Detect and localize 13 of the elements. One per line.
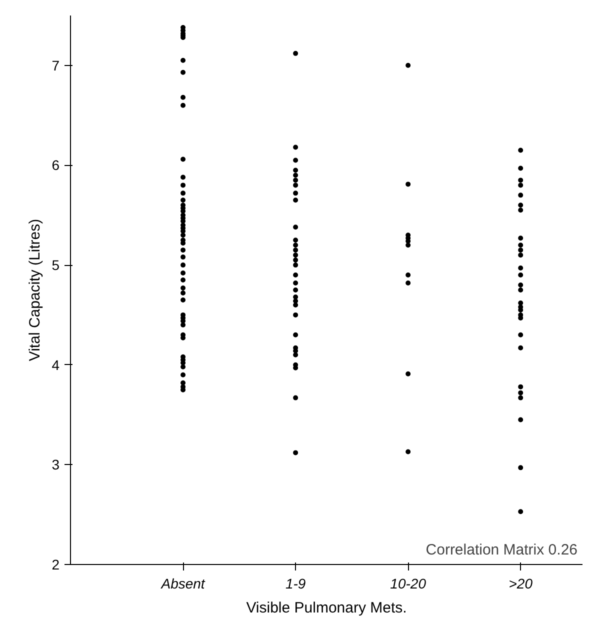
annotation: Correlation Matrix 0.26: [426, 542, 578, 558]
y-tick-label: 5: [52, 257, 60, 274]
y-tick-label: 6: [52, 157, 60, 174]
x-tick-label: 10-20: [390, 576, 426, 592]
x-axis-title: Visible Pulmonary Mets.: [246, 600, 407, 616]
y-tick-label: 3: [52, 456, 60, 473]
y-axis-title: Vital Capacity (Litres): [26, 218, 44, 362]
y-tick-label: 4: [52, 356, 60, 373]
x-tick-label: 1-9: [285, 576, 306, 592]
y-tick-label: 2: [52, 556, 60, 572]
x-tick-label: >20: [508, 576, 533, 592]
x-tick-label: Absent: [160, 576, 206, 592]
y-tick-label: 7: [52, 57, 60, 74]
